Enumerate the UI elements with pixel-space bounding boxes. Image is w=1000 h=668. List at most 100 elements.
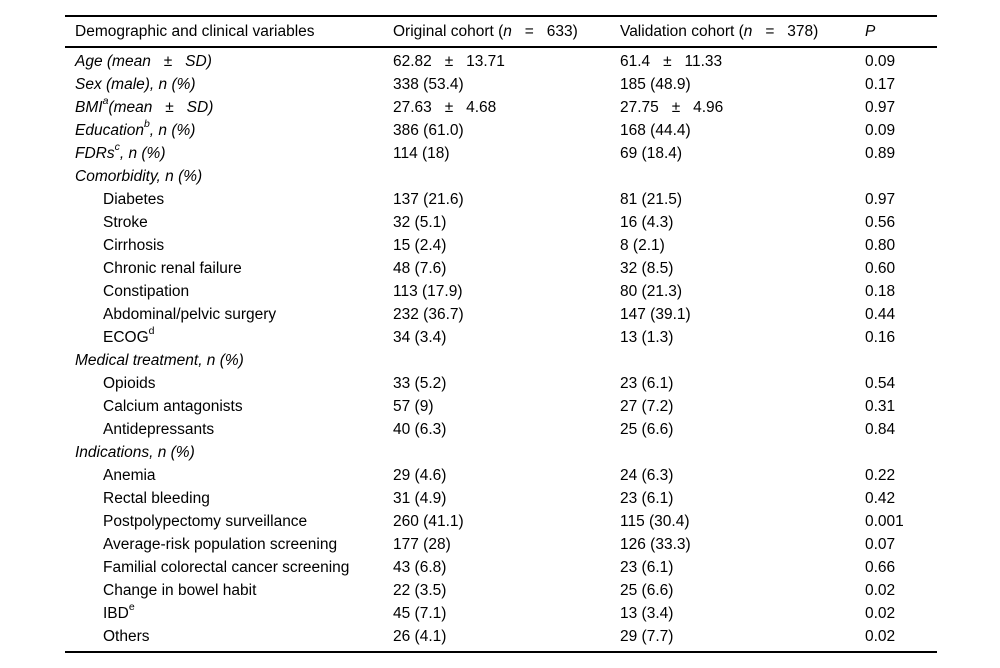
header-validation-equals: = <box>752 22 788 40</box>
header-validation-cohort: Validation cohort (n = 378) <box>620 23 865 41</box>
validation-cohort-value: 25 (6.6) <box>620 420 674 438</box>
variable-label: Calcium antagonists <box>103 397 243 415</box>
variable-label: Indications, n (%) <box>75 443 195 461</box>
variable-label: Medical treatment, n (%) <box>75 351 244 369</box>
original-cohort-value: 34 (3.4) <box>393 328 447 346</box>
header-original-prefix: Original cohort ( <box>393 22 504 40</box>
p-value: 0.02 <box>865 627 896 645</box>
original-cohort-value: 62.82 ± 13.71 <box>393 52 505 70</box>
validation-cohort-value: 8 (2.1) <box>620 236 665 254</box>
p-value: 0.17 <box>865 75 896 93</box>
table-row: BMIa(mean ± SD) 27.63 ± 4.68 27.75 ± 4.96 0… <box>65 96 937 119</box>
validation-cohort-value: 80 (21.3) <box>620 282 683 300</box>
original-cohort-value: 57 (9) <box>393 397 434 415</box>
p-value: 0.31 <box>865 397 896 415</box>
variable-label: Age (mean ± SD) <box>75 52 212 70</box>
original-cohort-value: 27.63 ± 4.68 <box>393 98 497 116</box>
table-row: Constipation 113 (17.9) 80 (21.3) 0.18 <box>65 280 937 303</box>
footnote-marker: b <box>143 118 150 131</box>
validation-cohort-value: 13 (3.4) <box>620 604 674 622</box>
validation-cohort-value: 29 (7.7) <box>620 627 674 645</box>
p-value: 0.54 <box>865 374 896 392</box>
variable-label: Diabetes <box>103 190 165 208</box>
table-row: Diabetes 137 (21.6) 81 (21.5) 0.97 <box>65 188 937 211</box>
original-cohort-value: 113 (17.9) <box>393 282 463 300</box>
variable-label: Abdominal/pelvic surgery <box>103 305 277 323</box>
table-row: Rectal bleeding 31 (4.9) 23 (6.1) 0.42 <box>65 487 937 510</box>
table-row: Antidepressants 40 (6.3) 25 (6.6) 0.84 <box>65 418 937 441</box>
table-row: IBDe 45 (7.1) 13 (3.4) 0.02 <box>65 602 937 625</box>
validation-cohort-value: 185 (48.9) <box>620 75 691 93</box>
footnote-marker: a <box>102 95 109 108</box>
variable-label: Antidepressants <box>103 420 215 438</box>
original-cohort-value: 15 (2.4) <box>393 236 447 254</box>
header-p-value: P <box>865 22 876 40</box>
header-original-count: 633) <box>546 22 578 40</box>
header-original-n-symbol: n <box>503 22 512 40</box>
p-value: 0.09 <box>865 121 896 139</box>
original-cohort-value: 338 (53.4) <box>393 75 464 93</box>
table-row: Indications, n (%) <box>65 441 937 464</box>
validation-cohort-value: 32 (8.5) <box>620 259 674 277</box>
demographics-table: Demographic and clinical variables Origi… <box>65 15 937 653</box>
validation-cohort-value: 23 (6.1) <box>620 558 674 576</box>
table-body: Age (mean ± SD) 62.82 ± 13.71 61.4 ± 11.33… <box>65 48 937 651</box>
validation-cohort-value: 23 (6.1) <box>620 489 674 507</box>
original-cohort-value: 33 (5.2) <box>393 374 447 392</box>
table-row: Postpolypectomy surveillance 260 (41.1) 11… <box>65 510 937 533</box>
variable-label: Sex (male), n (%) <box>75 75 196 93</box>
table-row: Stroke 32 (5.1) 16 (4.3) 0.56 <box>65 211 937 234</box>
variable-label: BMIa(mean ± SD) <box>75 95 214 116</box>
variable-label: Constipation <box>103 282 190 300</box>
header-validation-n-symbol: n <box>743 22 753 40</box>
p-value: 0.07 <box>865 535 896 553</box>
validation-cohort-value: 27.75 ± 4.96 <box>620 98 724 116</box>
original-cohort-value: 22 (3.5) <box>393 581 447 599</box>
original-cohort-value: 177 (28) <box>393 535 451 553</box>
original-cohort-value: 48 (7.6) <box>393 259 447 277</box>
variable-label: Cirrhosis <box>103 236 165 254</box>
header-variables: Demographic and clinical variables <box>75 22 315 40</box>
original-cohort-value: 43 (6.8) <box>393 558 447 576</box>
table-row: Familial colorectal cancer screening 43 (… <box>65 556 937 579</box>
original-cohort-value: 29 (4.6) <box>393 466 447 484</box>
variable-label: Average-risk population screening <box>103 535 338 553</box>
table-row: Age (mean ± SD) 62.82 ± 13.71 61.4 ± 11.33… <box>65 50 937 73</box>
header-validation-count: 378) <box>787 22 819 40</box>
p-value: 0.09 <box>865 52 896 70</box>
validation-cohort-value: 61.4 ± 11.33 <box>620 52 723 70</box>
table-row: FDRsc, n (%) 114 (18) 69 (18.4) 0.89 <box>65 142 937 165</box>
p-value: 0.22 <box>865 466 896 484</box>
variable-label: Anemia <box>103 466 156 484</box>
original-cohort-value: 45 (7.1) <box>393 604 447 622</box>
p-value: 0.18 <box>865 282 896 300</box>
validation-cohort-value: 27 (7.2) <box>620 397 674 415</box>
validation-cohort-value: 13 (1.3) <box>620 328 674 346</box>
table-row: Sex (male), n (%) 338 (53.4) 185 (48.9) 0.1… <box>65 73 937 96</box>
p-value: 0.66 <box>865 558 896 576</box>
p-value: 0.02 <box>865 581 896 599</box>
table-row: Others 26 (4.1) 29 (7.7) 0.02 <box>65 625 937 648</box>
header-original-equals: = <box>511 22 547 40</box>
variable-label: Change in bowel habit <box>103 581 257 599</box>
original-cohort-value: 137 (21.6) <box>393 190 464 208</box>
p-value: 0.56 <box>865 213 896 231</box>
p-value: 0.97 <box>865 98 896 116</box>
original-cohort-value: 386 (61.0) <box>393 121 464 139</box>
table-row: Change in bowel habit 22 (3.5) 25 (6.6) 0.0… <box>65 579 937 602</box>
table-row: Calcium antagonists 57 (9) 27 (7.2) 0.31 <box>65 395 937 418</box>
p-value: 0.16 <box>865 328 896 346</box>
table-row: Anemia 29 (4.6) 24 (6.3) 0.22 <box>65 464 937 487</box>
table-row: Chronic renal failure 48 (7.6) 32 (8.5) 0.6… <box>65 257 937 280</box>
variable-label: Comorbidity, n (%) <box>75 167 203 185</box>
variable-label: Familial colorectal cancer screening <box>103 558 350 576</box>
table-header-row: Demographic and clinical variables Origi… <box>65 17 937 48</box>
variable-label: Rectal bleeding <box>103 489 210 507</box>
validation-cohort-value: 115 (30.4) <box>620 512 690 530</box>
original-cohort-value: 114 (18) <box>393 144 450 162</box>
footnote-marker: e <box>128 601 135 614</box>
p-value: 0.84 <box>865 420 896 438</box>
table-row: Cirrhosis 15 (2.4) 8 (2.1) 0.80 <box>65 234 937 257</box>
table-row: Abdominal/pelvic surgery 232 (36.7) 147 (3… <box>65 303 937 326</box>
